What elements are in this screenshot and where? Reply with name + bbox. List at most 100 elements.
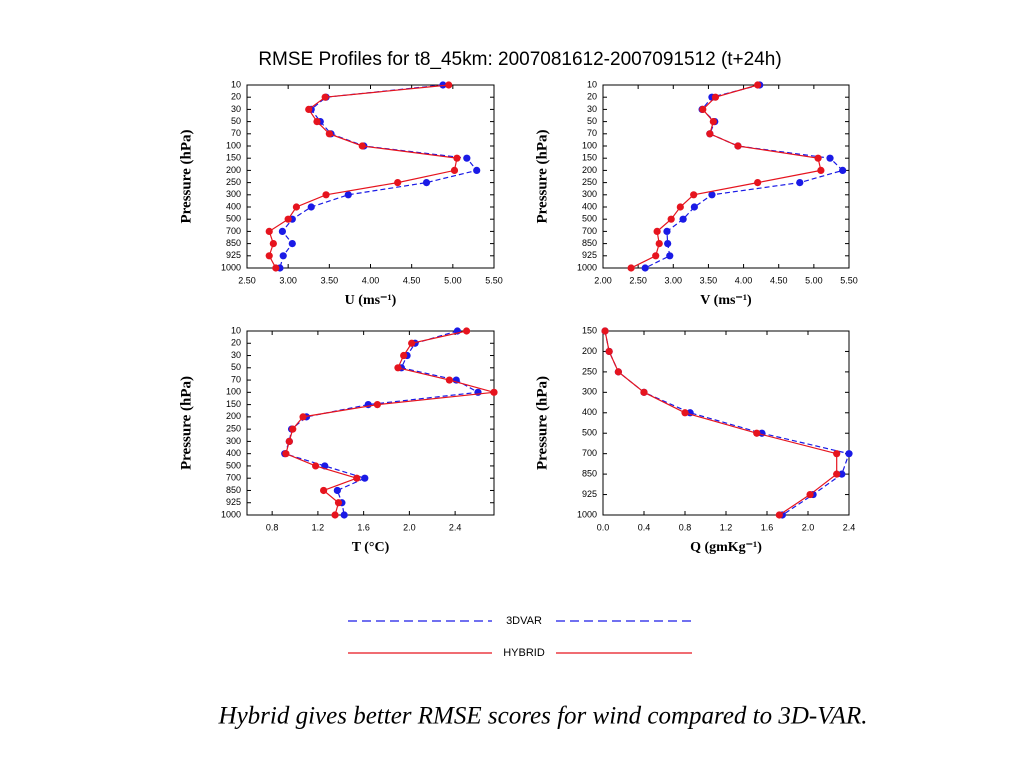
- point: [663, 227, 671, 235]
- y-tick-label: 400: [226, 448, 241, 458]
- point: [307, 203, 315, 211]
- x-tick-label: 3.50: [321, 275, 339, 285]
- point: [826, 154, 834, 162]
- y-tick-label: 925: [226, 497, 241, 507]
- point: [445, 376, 454, 384]
- point: [601, 327, 609, 335]
- point: [333, 486, 341, 495]
- y-tick-label: 850: [582, 468, 597, 478]
- y-tick-label: 50: [231, 116, 241, 126]
- x-tick-label: 2.50: [238, 275, 256, 285]
- point: [833, 450, 841, 458]
- point: [321, 93, 329, 101]
- point: [450, 166, 459, 174]
- series-line: [279, 84, 478, 269]
- x-tick-label: 5.00: [805, 275, 823, 285]
- point: [305, 105, 313, 113]
- y-tick-label: 20: [231, 92, 241, 102]
- point: [394, 179, 402, 187]
- point: [605, 347, 613, 356]
- series-line: [285, 330, 495, 516]
- point: [292, 203, 300, 211]
- point: [833, 470, 841, 478]
- point: [463, 154, 471, 162]
- y-axis-label: Pressure (hPa): [534, 129, 550, 223]
- plot-frame: [602, 84, 850, 269]
- point: [344, 191, 352, 199]
- y-tick-label: 500: [582, 214, 597, 224]
- point: [627, 264, 635, 272]
- point: [358, 142, 366, 150]
- x-tick-label: 2.0: [403, 522, 416, 532]
- y-tick-label: 150: [582, 153, 597, 163]
- x-axis-label: U (ms⁻¹): [345, 293, 397, 308]
- point: [265, 227, 273, 235]
- point: [279, 252, 287, 260]
- x-tick-label: 4.00: [735, 275, 753, 285]
- point: [666, 252, 674, 260]
- y-tick-label: 30: [231, 350, 241, 360]
- y-tick-label: 250: [582, 366, 597, 376]
- point: [838, 470, 846, 478]
- point: [288, 240, 296, 248]
- y-tick-label: 400: [582, 201, 597, 211]
- x-tick-label: 3.50: [700, 275, 718, 285]
- y-tick-label: 250: [582, 177, 597, 187]
- y-tick-label: 50: [587, 116, 597, 126]
- y-tick-label: 10: [587, 79, 597, 89]
- y-tick-label: 700: [226, 226, 241, 236]
- y-tick-label: 400: [226, 201, 241, 211]
- point: [676, 203, 684, 211]
- point: [817, 166, 825, 174]
- y-tick-label: 925: [582, 250, 597, 260]
- point: [334, 499, 343, 507]
- y-tick-label: 50: [231, 362, 241, 372]
- y-tick-label: 850: [582, 238, 597, 248]
- y-tick-label: 300: [226, 189, 241, 199]
- y-tick-label: 850: [226, 238, 241, 248]
- x-tick-label: 2.0: [802, 522, 815, 532]
- point: [709, 118, 717, 126]
- y-tick-label: 1000: [221, 262, 241, 272]
- y-tick-label: 250: [226, 424, 241, 434]
- y-axis-label: Pressure (hPa): [178, 376, 194, 470]
- y-tick-label: 100: [582, 140, 597, 150]
- y-tick-label: 700: [226, 473, 241, 483]
- point: [641, 264, 649, 272]
- point: [706, 130, 714, 138]
- y-tick-label: 150: [226, 153, 241, 163]
- x-tick-label: 3.00: [665, 275, 683, 285]
- y-tick-label: 1000: [577, 262, 597, 272]
- x-tick-label: 1.2: [312, 522, 325, 532]
- point: [699, 105, 707, 113]
- point: [269, 240, 277, 248]
- point: [394, 364, 402, 372]
- point: [753, 429, 761, 437]
- y-tick-label: 100: [226, 140, 241, 150]
- point: [282, 450, 290, 458]
- point: [708, 191, 716, 199]
- x-tick-label: 5.50: [840, 275, 858, 285]
- y-tick-label: 300: [582, 189, 597, 199]
- y-tick-label: 200: [582, 346, 597, 356]
- series-line: [268, 84, 458, 269]
- y-tick-label: 70: [231, 374, 241, 384]
- y-tick-label: 300: [582, 387, 597, 397]
- point: [353, 474, 361, 482]
- y-tick-label: 10: [231, 325, 241, 335]
- y-tick-label: 500: [226, 460, 241, 470]
- x-tick-label: 0.0: [597, 522, 610, 532]
- plot-frame: [246, 84, 495, 269]
- point: [265, 252, 273, 260]
- x-tick-label: 2.50: [629, 275, 647, 285]
- y-tick-label: 700: [582, 448, 597, 458]
- point: [664, 240, 672, 248]
- series-line: [283, 330, 480, 516]
- point: [325, 130, 333, 138]
- point: [289, 425, 297, 433]
- x-tick-label: 0.8: [679, 522, 692, 532]
- point: [796, 179, 804, 187]
- x-axis-label: T (°C): [352, 540, 390, 555]
- x-tick-label: 1.2: [720, 522, 733, 532]
